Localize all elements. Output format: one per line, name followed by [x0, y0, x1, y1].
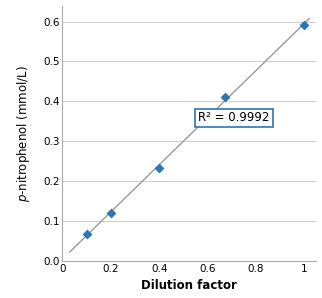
Point — [108, 211, 113, 215]
Point — [84, 232, 89, 236]
Point — [222, 95, 227, 100]
Point — [302, 22, 307, 27]
X-axis label: Dilution factor: Dilution factor — [141, 280, 237, 292]
Text: R² = 0.9992: R² = 0.9992 — [198, 111, 270, 125]
Point — [156, 165, 162, 170]
Text: $p$-nitrophenol (mmol/L): $p$-nitrophenol (mmol/L) — [14, 65, 32, 202]
